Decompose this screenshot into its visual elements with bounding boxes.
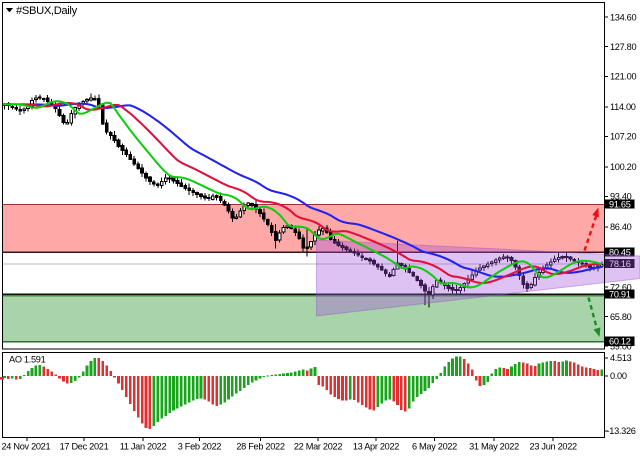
svg-text:23 Jun 2022: 23 Jun 2022 (530, 442, 577, 452)
svg-text:70.91: 70.91 (609, 289, 631, 299)
svg-text:#SBUX,Daily: #SBUX,Daily (16, 5, 78, 17)
svg-text:134.60: 134.60 (610, 12, 636, 22)
svg-text:22 Mar 2022: 22 Mar 2022 (294, 442, 342, 452)
svg-text:93.40: 93.40 (610, 192, 632, 202)
svg-text:78.16: 78.16 (609, 259, 631, 269)
svg-text:6 May 2022: 6 May 2022 (412, 442, 457, 452)
svg-text:127.80: 127.80 (610, 42, 636, 52)
svg-text:3 Feb 2022: 3 Feb 2022 (178, 442, 222, 452)
svg-text:65.80: 65.80 (610, 312, 632, 322)
svg-text:100.20: 100.20 (610, 162, 636, 172)
svg-text:11 Jan 2022: 11 Jan 2022 (120, 442, 167, 452)
svg-text:AO 1.591: AO 1.591 (9, 355, 46, 365)
svg-text:91.65: 91.65 (609, 199, 631, 209)
svg-text:13 Apr 2022: 13 Apr 2022 (353, 442, 399, 452)
svg-text:31 May 2022: 31 May 2022 (469, 442, 519, 452)
svg-text:107.20: 107.20 (610, 132, 636, 142)
svg-text:59.00: 59.00 (610, 342, 632, 352)
svg-text:114.00: 114.00 (610, 102, 636, 112)
svg-text:121.00: 121.00 (610, 72, 636, 82)
svg-text:60.12: 60.12 (609, 337, 631, 347)
svg-text:86.40: 86.40 (610, 222, 632, 232)
svg-text:24 Nov 2021: 24 Nov 2021 (2, 442, 51, 452)
svg-text:28 Feb 2022: 28 Feb 2022 (236, 442, 284, 452)
svg-text:-13.326: -13.326 (607, 426, 636, 436)
svg-text:17 Dec 2021: 17 Dec 2021 (60, 442, 109, 452)
svg-text:72.60: 72.60 (610, 282, 632, 292)
svg-text:4.513: 4.513 (610, 353, 632, 363)
svg-text:80.45: 80.45 (609, 247, 631, 257)
svg-text:0.00: 0.00 (610, 371, 627, 381)
